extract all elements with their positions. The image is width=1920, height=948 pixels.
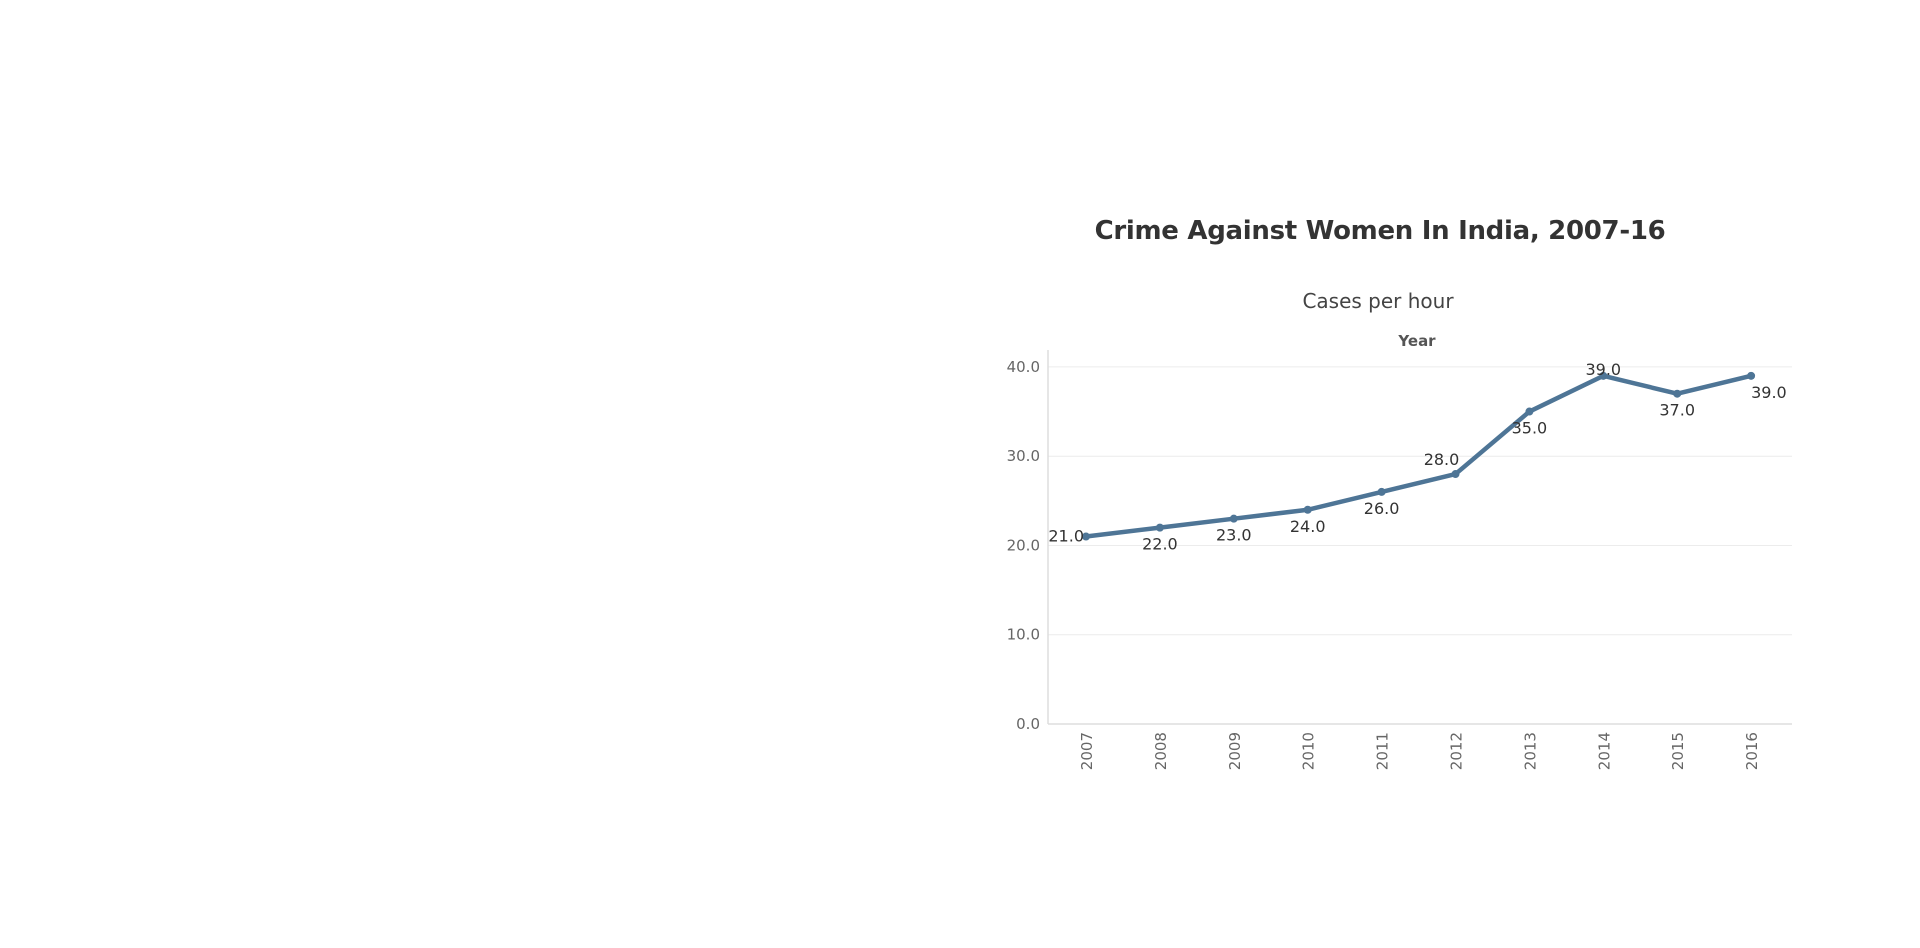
y-tick-label: 0.0 [1016,715,1040,733]
x-tick-label: 2008 [1152,732,1170,770]
x-tick-label: 2009 [1226,732,1244,770]
data-point [1303,505,1312,514]
x-tick-label: 2010 [1300,732,1318,770]
series-line [1083,373,1754,539]
data-point [1377,487,1386,496]
grid-lines [1048,366,1792,636]
y-axis: 0.0 10.0 20.0 30.0 40.0 [1007,350,1049,733]
x-tick-label: 2015 [1669,732,1687,770]
data-label: 28.0 [1424,450,1460,469]
data-label: 24.0 [1290,517,1326,536]
data-point [1673,389,1682,398]
data-point [1747,371,1756,380]
chart-title: Crime Against Women In India, 2007-16 [1094,216,1666,246]
series-layer [1082,371,1756,541]
year-header-label: Year [1397,332,1436,350]
x-tick-label: 2016 [1743,732,1761,770]
y-tick-label: 40.0 [1007,358,1040,376]
x-tick-label: 2014 [1595,732,1613,770]
data-label: 39.0 [1585,360,1621,379]
data-point [1229,514,1238,523]
x-tick-label: 2007 [1078,732,1096,770]
data-point [1525,407,1534,416]
data-point [1451,470,1460,479]
data-label: 23.0 [1216,526,1252,545]
data-label: 39.0 [1751,383,1787,402]
y-tick-label: 20.0 [1007,536,1040,554]
data-label: 35.0 [1512,419,1548,438]
data-label: 37.0 [1659,401,1695,420]
data-point [1082,532,1090,541]
x-tick-label: 2011 [1374,732,1392,770]
x-tick-label: 2013 [1521,732,1539,770]
y-tick-label: 30.0 [1007,447,1040,465]
chart-subtitle: Cases per hour [1302,289,1454,313]
data-labels: 21.0 22.0 23.0 24.0 26.0 28.0 35.0 39.0 37.0 39.0 [1048,360,1786,554]
data-label: 26.0 [1364,499,1400,518]
x-tick-label: 2012 [1448,732,1466,770]
data-label: 22.0 [1142,535,1178,554]
data-point [1155,523,1164,532]
data-point [1599,371,1608,380]
y-tick-label: 10.0 [1007,626,1040,644]
data-label: 21.0 [1048,527,1084,546]
x-axis: 2007 2008 2009 2010 2011 2012 2013 2014 2015 2016 [1048,723,1792,770]
